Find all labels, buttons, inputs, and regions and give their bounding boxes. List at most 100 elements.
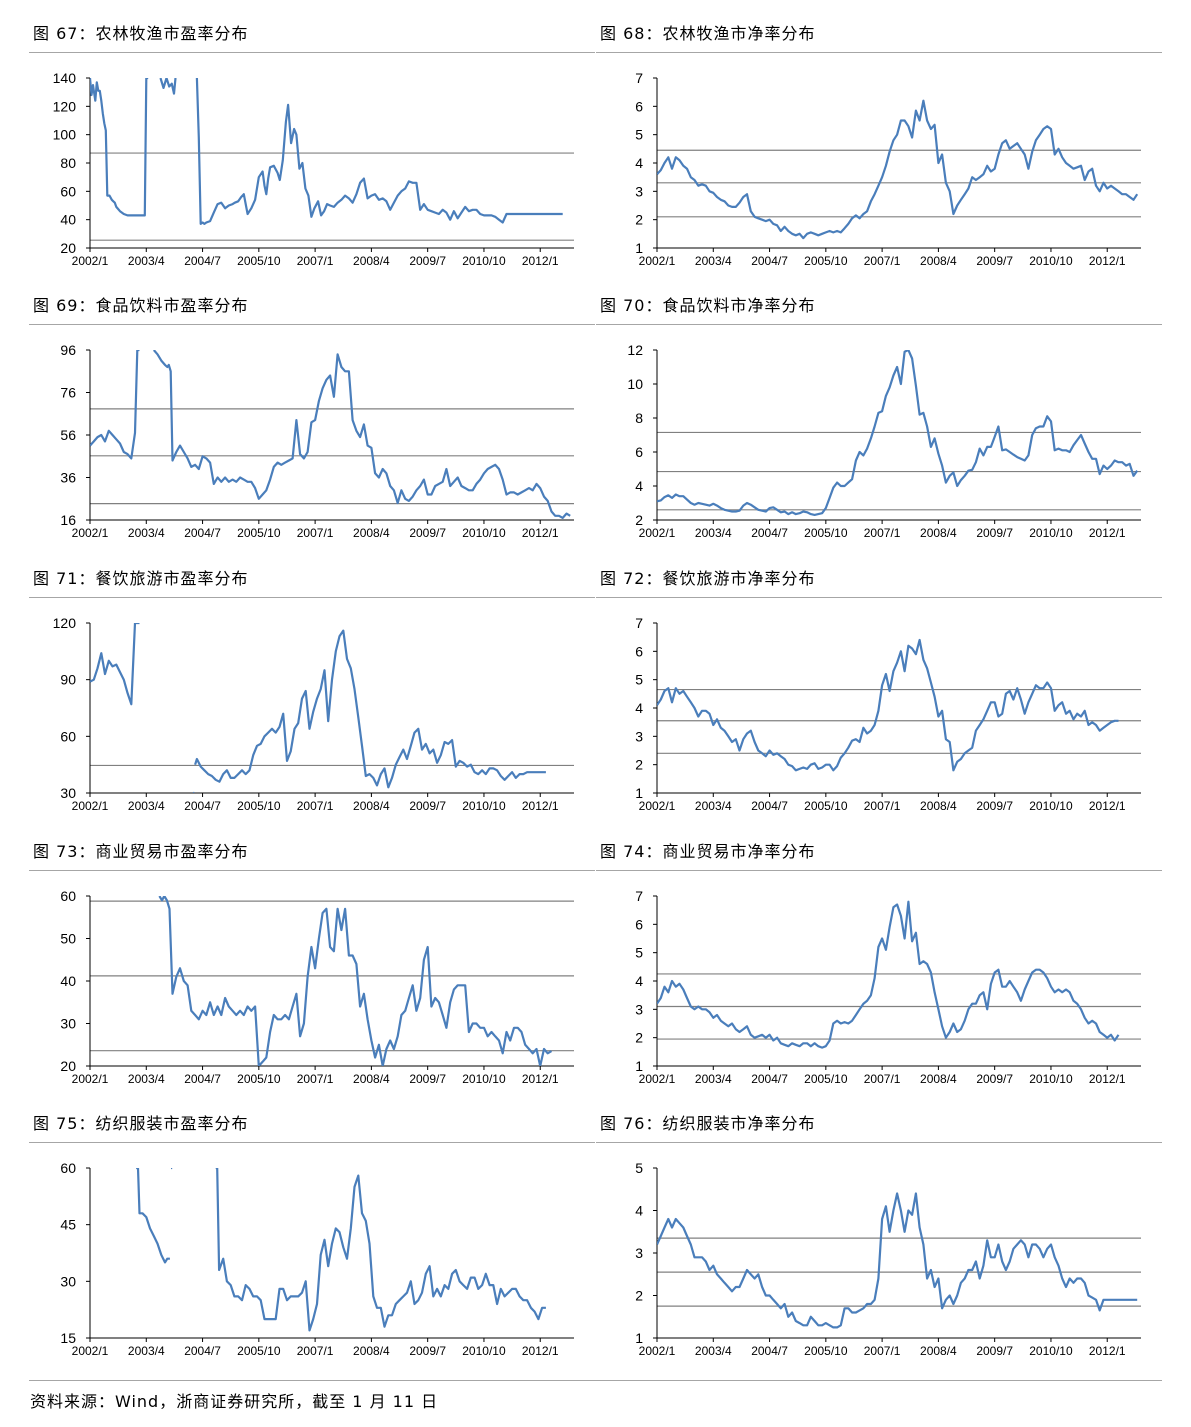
x-tick-label: 2008/4 (353, 1344, 390, 1358)
y-tick-label: 3 (635, 183, 643, 199)
series-line (657, 638, 1119, 772)
x-tick-label: 2007/1 (864, 1344, 901, 1358)
series-line (90, 623, 140, 706)
y-tick-label: 1 (635, 240, 643, 256)
chart-panel: 图 76：纺织服装市净率分布 1 2 3 4 5 2002/1 2003/4 2004/7 200… (596, 1090, 1162, 1362)
line-chart: 1 2 3 4 5 6 7 2002/1 2003/4 2004/7 2005/10 2007/1 20… (635, 888, 1141, 1086)
y-tick-label: 4 (635, 155, 643, 171)
x-tick-label: 2012/1 (1089, 526, 1126, 540)
series-line (158, 896, 553, 1066)
x-tick-label: 2004/7 (751, 1072, 788, 1086)
x-tick-label: 2009/7 (976, 1344, 1013, 1358)
x-tick-label: 2012/1 (522, 1344, 559, 1358)
y-tick-label: 1 (635, 1058, 643, 1074)
x-tick-label: 2003/4 (695, 1072, 732, 1086)
series-line (194, 629, 546, 789)
chart-title: 图 76：纺织服装市净率分布 (600, 1114, 816, 1133)
x-tick-label: 2008/4 (920, 1072, 957, 1086)
title-divider (596, 52, 1162, 53)
y-tick-label: 60 (60, 888, 76, 904)
series-line (657, 350, 1139, 516)
chart-title: 图 71：餐饮旅游市盈率分布 (33, 569, 249, 588)
y-tick-label: 40 (60, 212, 76, 228)
y-tick-label: 2 (635, 757, 643, 773)
x-tick-label: 2012/1 (1089, 1344, 1126, 1358)
y-tick-label: 2 (635, 1288, 643, 1304)
line-chart: 15 30 45 60 2002/1 2003/4 2004/7 2005/10 2007/1 2… (60, 1160, 574, 1358)
x-tick-label: 2010/10 (462, 1344, 506, 1358)
chart-panel: 图 75：纺织服装市盈率分布 15 30 45 60 2002/1 2003/4 2004/7… (29, 1090, 595, 1362)
y-tick-label: 2 (635, 212, 643, 228)
chart-panel: 图 69：食品饮料市盈率分布 16 36 56 76 96 2002/1 2003/4 2004… (29, 272, 595, 544)
x-tick-label: 2002/1 (639, 254, 676, 268)
y-tick-label: 30 (60, 785, 76, 801)
x-tick-label: 2009/7 (976, 1072, 1013, 1086)
title-divider (596, 870, 1162, 871)
x-tick-label: 2012/1 (1089, 254, 1126, 268)
y-tick-label: 12 (627, 342, 643, 358)
y-tick-label: 15 (60, 1330, 76, 1346)
title-divider (29, 1142, 595, 1143)
x-tick-label: 2012/1 (522, 526, 559, 540)
x-tick-label: 2004/7 (751, 1344, 788, 1358)
chart-title: 图 75：纺织服装市盈率分布 (33, 1114, 249, 1133)
chart-panel: 图 74：商业贸易市净率分布 1 2 3 4 5 6 7 2002/1 2003/4 2004/7 2… (596, 818, 1162, 1090)
x-tick-label: 2004/7 (184, 1072, 221, 1086)
source-note: 资料来源：Wind，浙商证券研究所，截至 1 月 11 日 (30, 1392, 439, 1411)
x-tick-label: 2008/4 (920, 1344, 957, 1358)
title-divider (29, 324, 595, 325)
y-tick-label: 6 (635, 643, 643, 659)
x-tick-label: 2003/4 (695, 254, 732, 268)
x-tick-label: 2002/1 (639, 1344, 676, 1358)
x-tick-label: 2004/7 (751, 526, 788, 540)
y-tick-label: 60 (60, 1160, 76, 1176)
x-tick-label: 2003/4 (695, 526, 732, 540)
chart-title: 图 68：农林牧渔市净率分布 (600, 24, 816, 43)
y-tick-label: 120 (53, 98, 77, 114)
y-tick-label: 30 (60, 1016, 76, 1032)
line-chart: 20 40 60 80 100 120 140 2002/1 2003/4 2004/7 2005/… (53, 70, 574, 268)
y-tick-label: 4 (635, 478, 643, 494)
x-tick-label: 2003/4 (128, 1344, 165, 1358)
y-tick-label: 6 (635, 98, 643, 114)
x-tick-label: 2007/1 (864, 254, 901, 268)
x-tick-label: 2002/1 (639, 1072, 676, 1086)
series-line (657, 99, 1139, 240)
series-line (195, 78, 563, 225)
x-tick-label: 2008/4 (353, 1072, 390, 1086)
x-tick-label: 2004/7 (184, 254, 221, 268)
x-tick-label: 2009/7 (976, 799, 1013, 813)
x-tick-label: 2010/10 (1029, 254, 1073, 268)
x-tick-label: 2002/1 (72, 799, 109, 813)
x-tick-label: 2010/10 (1029, 1072, 1073, 1086)
chart-title: 图 72：餐饮旅游市净率分布 (600, 569, 816, 588)
x-tick-label: 2010/10 (462, 1072, 506, 1086)
x-tick-label: 2007/1 (297, 1072, 334, 1086)
chart-panel: 图 72：餐饮旅游市净率分布 1 2 3 4 5 6 7 2002/1 2003/4 2004/7 2… (596, 545, 1162, 817)
x-tick-label: 2005/10 (804, 526, 848, 540)
x-tick-label: 2010/10 (1029, 526, 1073, 540)
x-tick-label: 2009/7 (409, 1072, 446, 1086)
x-tick-label: 2008/4 (353, 799, 390, 813)
x-tick-label: 2004/7 (184, 526, 221, 540)
series-line (657, 900, 1120, 1049)
y-tick-label: 90 (60, 672, 76, 688)
x-tick-label: 2010/10 (462, 799, 506, 813)
line-chart: 30 60 90 120 2002/1 2003/4 2004/7 2005/10 2007/1… (53, 615, 574, 813)
y-tick-label: 5 (635, 1160, 643, 1176)
x-tick-label: 2005/10 (237, 1072, 281, 1086)
x-tick-label: 2012/1 (522, 799, 559, 813)
y-tick-label: 120 (53, 615, 77, 631)
title-divider (596, 1142, 1162, 1143)
y-tick-label: 50 (60, 931, 76, 947)
y-tick-label: 3 (635, 1245, 643, 1261)
y-tick-label: 40 (60, 973, 76, 989)
x-tick-label: 2009/7 (409, 1344, 446, 1358)
x-tick-label: 2003/4 (695, 799, 732, 813)
x-tick-label: 2009/7 (976, 254, 1013, 268)
title-divider (596, 324, 1162, 325)
y-tick-label: 3 (635, 728, 643, 744)
x-tick-label: 2004/7 (751, 799, 788, 813)
series-line (159, 78, 177, 95)
y-tick-label: 20 (60, 240, 76, 256)
